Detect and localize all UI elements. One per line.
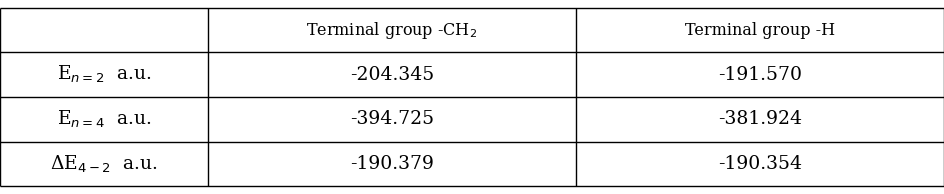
Text: E$_{n=2}$  a.u.: E$_{n=2}$ a.u. [57,64,151,85]
Text: ΔE$_{4-2}$  a.u.: ΔE$_{4-2}$ a.u. [50,153,158,175]
Text: -381.924: -381.924 [718,110,801,128]
Text: -204.345: -204.345 [349,66,434,84]
Text: E$_{n=4}$  a.u.: E$_{n=4}$ a.u. [57,109,151,130]
Text: -191.570: -191.570 [718,66,801,84]
Text: Terminal group -CH$_2$: Terminal group -CH$_2$ [306,20,478,41]
Text: -394.725: -394.725 [349,110,434,128]
Text: Terminal group -H: Terminal group -H [684,22,835,39]
Text: -190.354: -190.354 [718,155,801,173]
Text: -190.379: -190.379 [350,155,433,173]
